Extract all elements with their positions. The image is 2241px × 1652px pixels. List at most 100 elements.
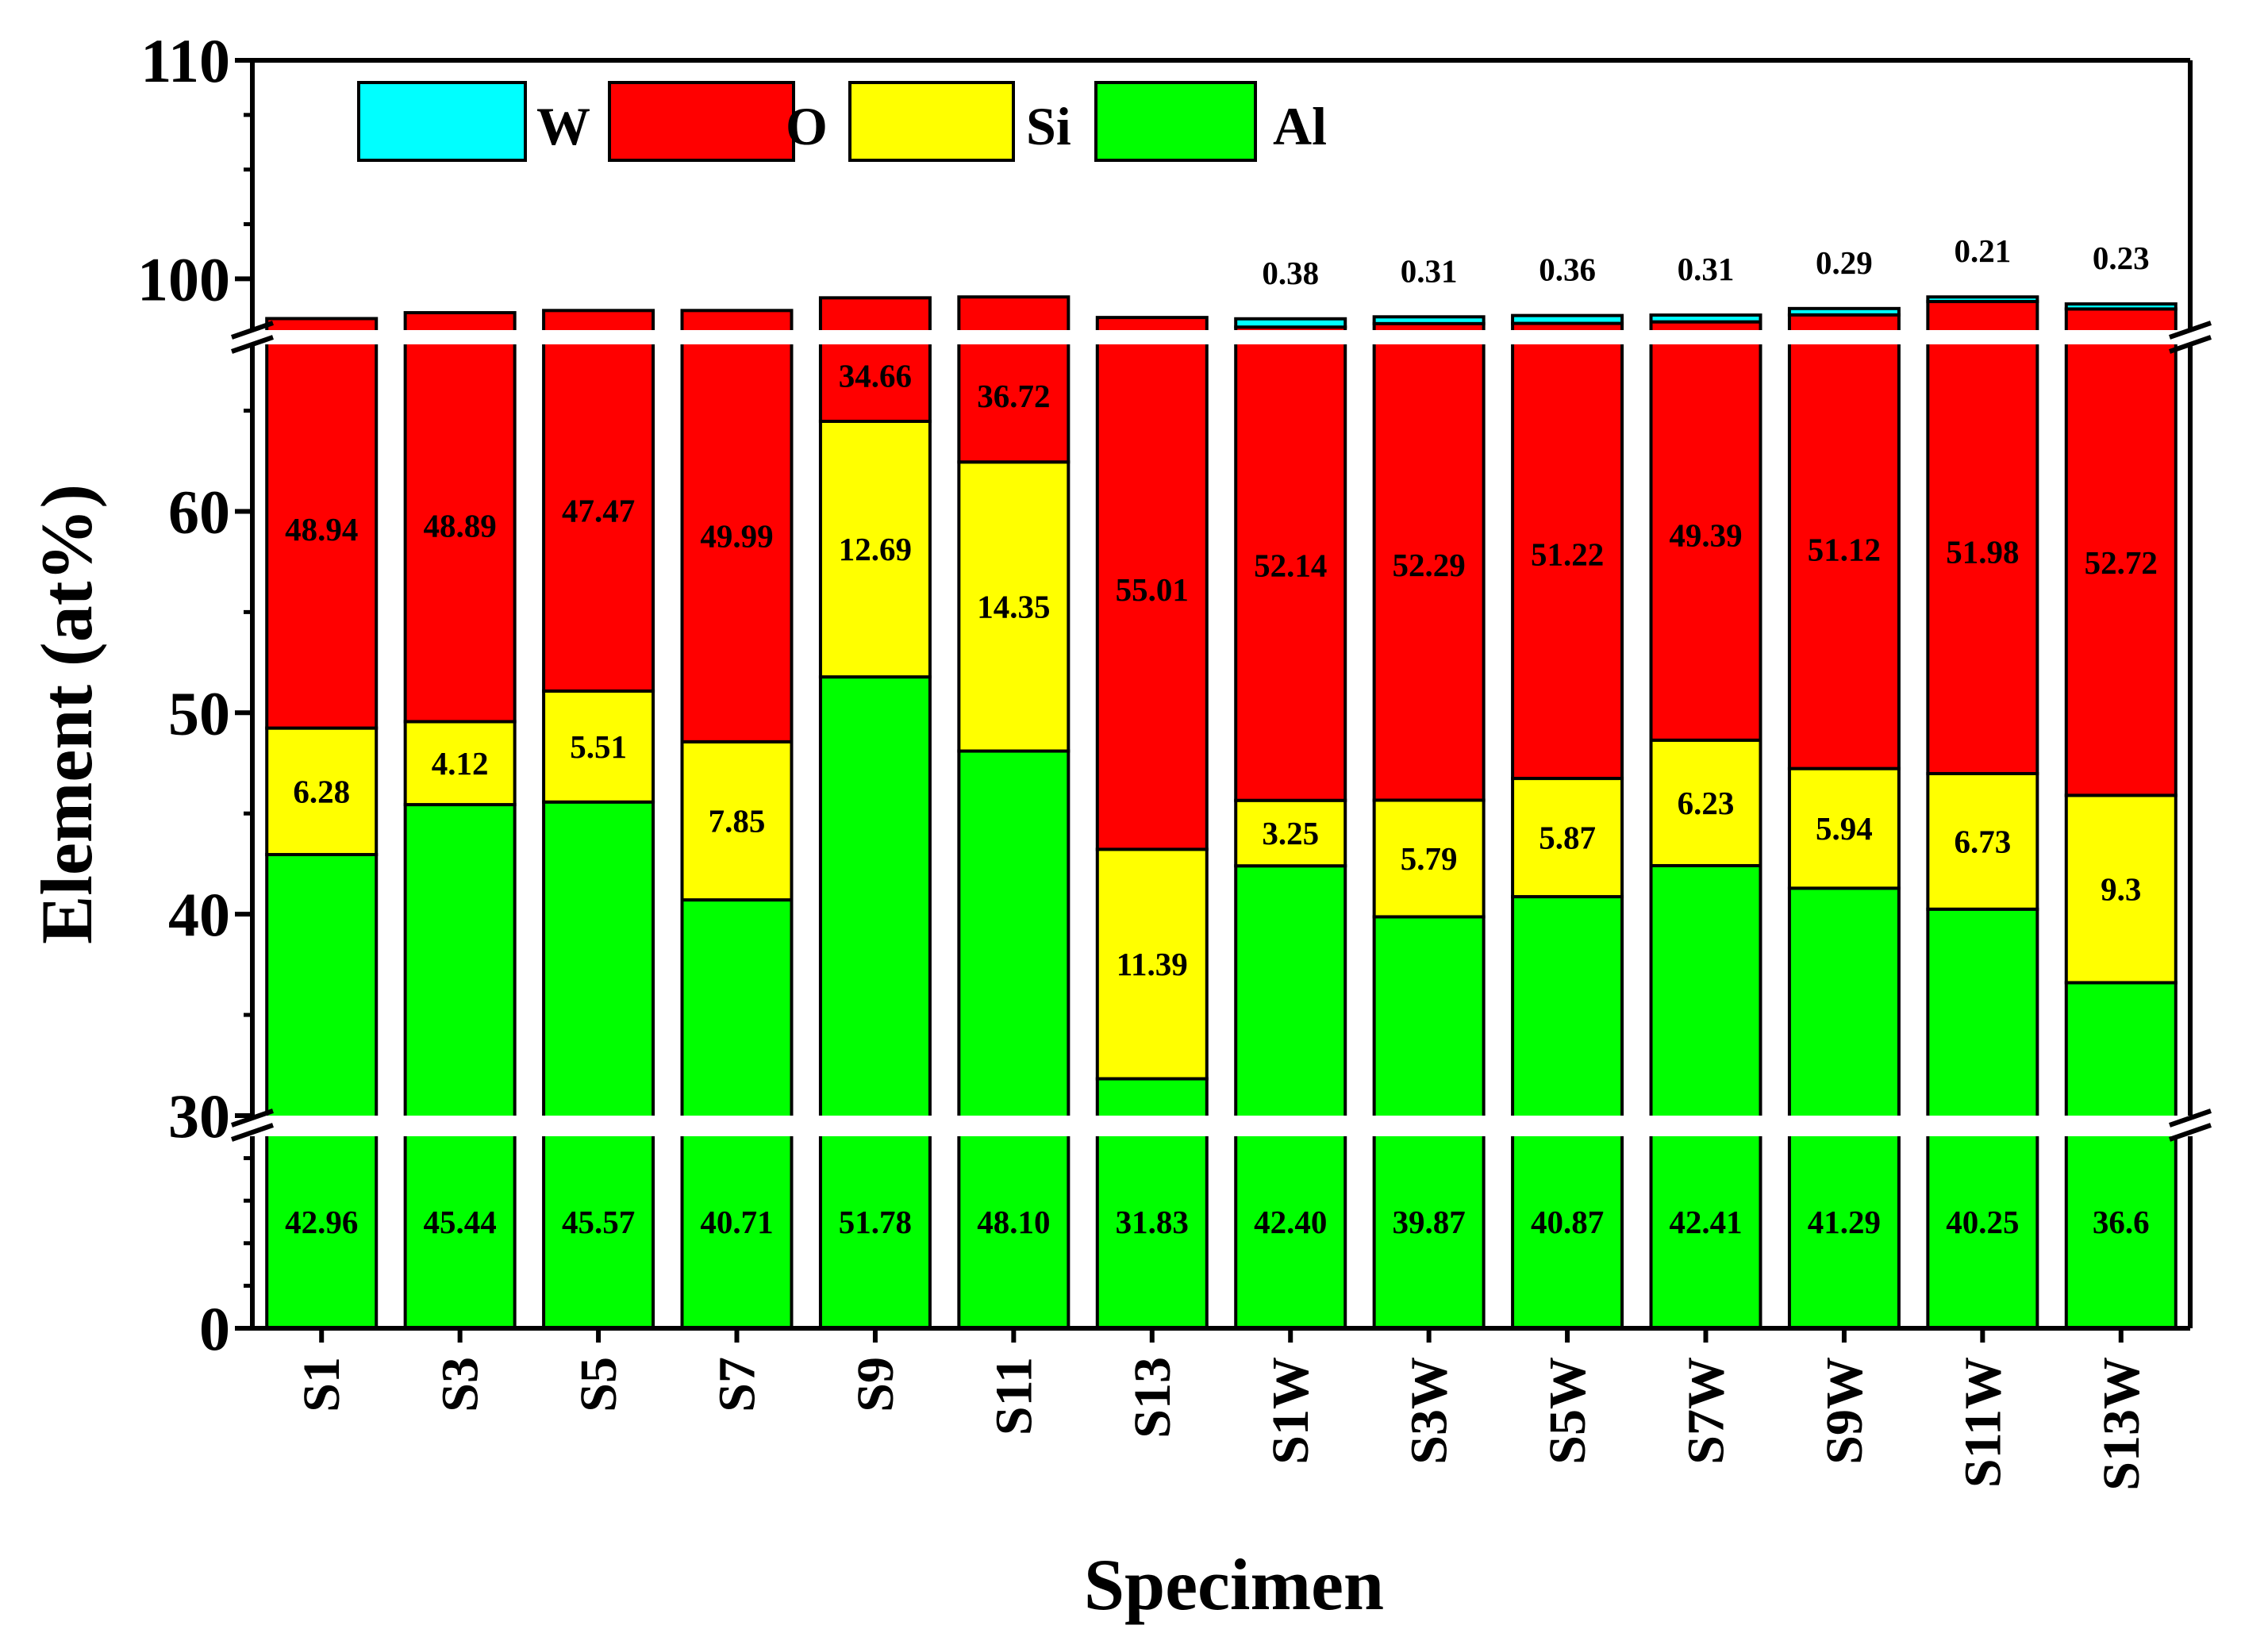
label-o-s11: 36.72 — [977, 378, 1050, 414]
label-si-s5: 5.51 — [570, 728, 627, 765]
label-o-s5w: 51.22 — [1531, 536, 1604, 573]
x-label-s9: S9 — [847, 1357, 905, 1412]
label-o-s7w: 49.39 — [1669, 517, 1742, 553]
legend-swatch-al — [1094, 81, 1257, 162]
bar-si-s11 — [957, 460, 1071, 753]
label-w-s9w: 0.29 — [1816, 244, 1873, 281]
bar-al-s1 — [265, 853, 379, 1330]
label-o-s7: 49.99 — [700, 517, 773, 554]
x-label-s7w: S7W — [1678, 1357, 1736, 1465]
bar-al-s7w — [1649, 863, 1762, 1330]
label-o-s13w: 52.72 — [2085, 544, 2158, 581]
bar-o-s13w — [2064, 307, 2178, 797]
bar-al-s1w — [1234, 864, 1347, 1330]
legend-swatch-o — [608, 81, 795, 162]
label-al-s3: 45.44 — [424, 1204, 497, 1240]
x-label-s13: S13 — [1124, 1357, 1182, 1439]
y-tick-label-50: 50 — [168, 678, 230, 747]
bar-o-s11w — [1926, 300, 2039, 775]
label-si-s3w: 5.79 — [1401, 840, 1458, 877]
bar-o-s9 — [818, 296, 932, 423]
x-label-s5: S5 — [570, 1357, 628, 1412]
bar-si-s5 — [542, 689, 655, 804]
bar-si-s1w — [1234, 798, 1347, 868]
bar-o-s3 — [403, 311, 517, 724]
y-tick-label-40: 40 — [168, 880, 230, 949]
label-o-s13: 55.01 — [1116, 571, 1189, 608]
label-si-s13: 11.39 — [1117, 946, 1188, 982]
label-si-s9: 12.69 — [839, 531, 912, 567]
axis-break-mark-1-1 — [2169, 1123, 2212, 1142]
label-al-s5: 45.57 — [562, 1204, 635, 1240]
bar-si-s3w — [1372, 798, 1486, 919]
y-axis-title: Element (at%) — [26, 484, 107, 944]
label-w-s3w: 0.31 — [1401, 252, 1458, 289]
label-o-s3: 48.89 — [424, 508, 497, 544]
x-label-s11: S11 — [985, 1357, 1043, 1435]
label-w-s11w: 0.21 — [1954, 232, 2011, 269]
label-o-s1: 48.94 — [285, 511, 358, 547]
bar-si-s11w — [1926, 771, 2039, 911]
bar-o-s11 — [957, 295, 1071, 464]
axis-break-gap-0 — [255, 1116, 2188, 1136]
label-w-s13w: 0.23 — [2093, 240, 2150, 276]
label-o-s1w: 52.14 — [1254, 547, 1327, 583]
bar-w-s5w — [1511, 313, 1624, 325]
bar-al-s7 — [680, 898, 794, 1330]
label-o-s11w: 51.98 — [1946, 533, 2019, 570]
legend-label-w: W — [536, 96, 590, 156]
label-al-s11w: 40.25 — [1946, 1204, 2019, 1240]
bar-al-s13w — [2064, 981, 2178, 1330]
label-o-s9: 34.66 — [839, 357, 912, 394]
bar-o-s5w — [1511, 321, 1624, 781]
x-label-s13w: S13W — [2093, 1357, 2151, 1491]
label-si-s13w: 9.3 — [2101, 870, 2141, 907]
label-al-s9w: 41.29 — [1808, 1204, 1881, 1240]
bar-o-s1 — [265, 317, 379, 730]
bar-o-s3w — [1372, 321, 1486, 802]
y-tick-label-60: 60 — [168, 477, 230, 546]
bar-al-s11 — [957, 749, 1071, 1330]
bar-si-s7w — [1649, 738, 1762, 867]
label-w-s5w: 0.36 — [1539, 252, 1596, 288]
bar-si-s13 — [1095, 847, 1209, 1081]
axes-layer: 0 30 40 50 60 100 110 S1 S3 S5 S7 S9 S11 S13 S1W S3W S5W… — [137, 26, 2212, 1491]
label-al-s7w: 42.41 — [1669, 1204, 1742, 1240]
label-si-s5w: 5.87 — [1539, 820, 1596, 856]
bar-o-s7w — [1649, 320, 1762, 742]
legend-label-al: Al — [1273, 96, 1327, 156]
bar-o-s9w — [1787, 313, 1901, 770]
bar-w-s9w — [1787, 306, 1901, 317]
label-al-s9: 51.78 — [839, 1204, 912, 1240]
bar-w-s13w — [2064, 302, 2178, 311]
y-tick-label-30: 30 — [168, 1081, 230, 1151]
x-label-s3w: S3W — [1401, 1357, 1459, 1465]
bar-si-s7 — [680, 740, 794, 902]
label-o-s5: 47.47 — [562, 492, 635, 528]
x-label-s3: S3 — [432, 1357, 490, 1412]
y-tick-label-100: 100 — [137, 244, 230, 313]
bar-w-s3w — [1372, 315, 1486, 325]
label-al-s1: 42.96 — [285, 1204, 358, 1240]
x-axis-title: Specimen — [1084, 1544, 1384, 1625]
y-tick-label-110: 110 — [140, 26, 230, 95]
legend: W O Si Al — [357, 81, 1327, 162]
axis-break-mark-2-0 — [231, 321, 274, 340]
axis-break-mark-0-1 — [231, 1123, 274, 1142]
label-al-s13: 31.83 — [1116, 1204, 1189, 1240]
legend-label-si: Si — [1026, 96, 1071, 156]
label-si-s11: 14.35 — [977, 588, 1050, 624]
label-si-s1w: 3.25 — [1262, 815, 1319, 851]
x-label-s7: S7 — [709, 1357, 767, 1412]
axis-break-mark-2-1 — [231, 335, 274, 354]
label-al-s3w: 39.87 — [1393, 1204, 1466, 1240]
bar-si-s9w — [1787, 766, 1901, 890]
y-tick-label-0: 0 — [199, 1294, 230, 1363]
x-label-s1w: S1W — [1262, 1357, 1320, 1465]
label-si-s9w: 5.94 — [1816, 810, 1873, 847]
label-si-s7w: 6.23 — [1678, 785, 1735, 821]
label-al-s11: 48.10 — [977, 1204, 1050, 1240]
label-si-s3: 4.12 — [432, 745, 489, 782]
legend-swatch-si — [848, 81, 1015, 162]
